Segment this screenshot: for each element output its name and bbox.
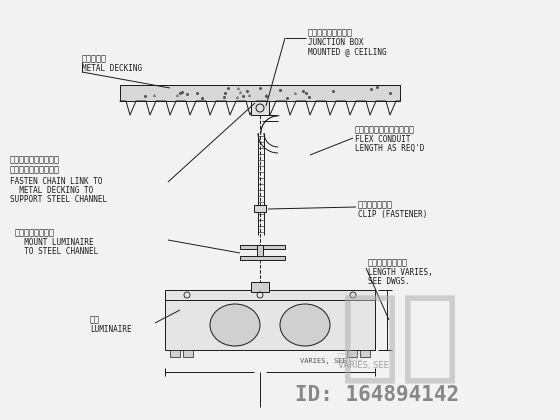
Text: 将灯具装在槽钢上: 将灯具装在槽钢上 bbox=[15, 228, 55, 237]
Bar bbox=[170, 350, 180, 357]
Text: LENGTH AS REQ'D: LENGTH AS REQ'D bbox=[355, 144, 424, 153]
Text: MOUNTED @ CEILING: MOUNTED @ CEILING bbox=[308, 47, 386, 56]
Bar bbox=[165, 290, 375, 350]
Bar bbox=[240, 245, 285, 249]
Bar bbox=[360, 350, 370, 357]
Text: VARIES, SEE: VARIES, SEE bbox=[300, 358, 347, 364]
Text: 模型上的高: 模型上的高 bbox=[338, 352, 363, 361]
Bar bbox=[120, 85, 400, 101]
Ellipse shape bbox=[210, 304, 260, 346]
Text: METAL DECKING: METAL DECKING bbox=[82, 64, 142, 73]
Text: METAL DECKING TO: METAL DECKING TO bbox=[10, 186, 94, 195]
Text: LUMINAIRE: LUMINAIRE bbox=[90, 325, 132, 334]
Bar bbox=[257, 245, 263, 260]
Text: 装在吊顶上的接线盒: 装在吊顶上的接线盒 bbox=[308, 28, 353, 37]
Bar bbox=[240, 256, 285, 260]
Text: 知末: 知末 bbox=[340, 290, 460, 387]
Text: JUNCTION BOX: JUNCTION BOX bbox=[308, 38, 363, 47]
Text: 装吊链连接板装在金属: 装吊链连接板装在金属 bbox=[10, 155, 60, 164]
Bar bbox=[251, 282, 269, 292]
Text: LENGTH VARIES,: LENGTH VARIES, bbox=[368, 268, 433, 277]
Ellipse shape bbox=[280, 304, 330, 346]
Text: 德克板上用以支撑槽钢: 德克板上用以支撑槽钢 bbox=[10, 165, 60, 174]
Text: 挠性电管，长度按要求设定: 挠性电管，长度按要求设定 bbox=[355, 125, 415, 134]
Text: MOUNT LUMINAIRE: MOUNT LUMINAIRE bbox=[15, 238, 94, 247]
Text: TO STEEL CHANNEL: TO STEEL CHANNEL bbox=[15, 247, 98, 256]
Text: FLEX CONDUIT: FLEX CONDUIT bbox=[355, 135, 410, 144]
Text: 线夹（固定件）: 线夹（固定件） bbox=[358, 200, 393, 209]
Bar bbox=[183, 350, 193, 357]
Text: ID: 164894142: ID: 164894142 bbox=[295, 385, 459, 405]
Text: CLIP (FASTENER): CLIP (FASTENER) bbox=[358, 210, 427, 219]
Bar bbox=[347, 350, 357, 357]
Bar bbox=[251, 101, 269, 115]
Text: 灯具: 灯具 bbox=[90, 315, 100, 324]
Text: SEE DWGS.: SEE DWGS. bbox=[368, 277, 409, 286]
Text: 金属德克板: 金属德克板 bbox=[82, 54, 107, 63]
Bar bbox=[254, 205, 266, 212]
Text: SUPPORT STEEL CHANNEL: SUPPORT STEEL CHANNEL bbox=[10, 195, 107, 204]
Text: FASTEN CHAIN LINK TO: FASTEN CHAIN LINK TO bbox=[10, 177, 102, 186]
Text: VARIES, SEE: VARIES, SEE bbox=[338, 361, 389, 370]
Text: 长度特定，见图纸: 长度特定，见图纸 bbox=[368, 258, 408, 267]
